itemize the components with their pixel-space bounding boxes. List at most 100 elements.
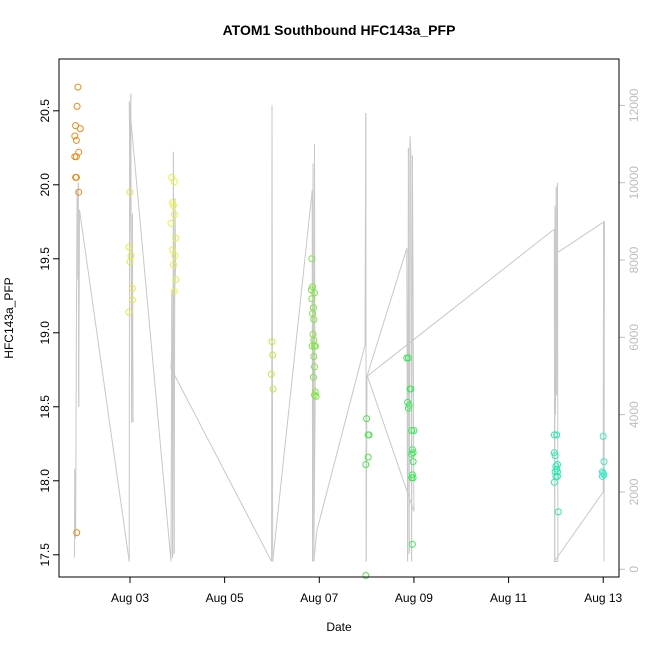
y2-tick-label: 2000: [627, 478, 641, 505]
data-point: [598, 472, 606, 480]
data-point: [311, 289, 318, 297]
data-point: [408, 450, 416, 458]
y2-tick-label: 6000: [627, 324, 641, 351]
data-point: [172, 234, 180, 242]
data-point: [169, 261, 177, 269]
data-point: [365, 431, 373, 439]
data-point: [308, 255, 316, 263]
y-tick-label: 20.0: [38, 173, 52, 197]
data-point: [404, 354, 412, 362]
line-segment: [411, 155, 414, 299]
x-tick-label: Aug 11: [490, 591, 527, 605]
plot-frame: [58, 58, 620, 578]
data-point: [311, 363, 318, 371]
data-point: [71, 132, 79, 140]
data-point: [169, 246, 177, 254]
data-point: [362, 572, 370, 579]
line-segment: [366, 375, 415, 512]
data-point: [72, 153, 80, 161]
line-segment: [75, 329, 77, 539]
data-point: [310, 353, 318, 360]
y2-tick-label: 0: [627, 566, 641, 573]
y-tick-label: 17.5: [38, 543, 52, 567]
x-tick-label: Aug 13: [584, 591, 622, 605]
data-point: [600, 471, 608, 479]
line-segment: [272, 190, 313, 562]
line-segment: [366, 248, 408, 377]
data-point: [167, 219, 175, 227]
data-point: [311, 388, 319, 396]
data-point: [550, 431, 558, 439]
y-tick-label: 18.0: [38, 469, 52, 493]
line-segment: [313, 530, 318, 562]
x-tick-label: Aug 05: [206, 591, 244, 605]
line-series-layer: [73, 93, 605, 562]
data-point: [169, 202, 177, 209]
data-point: [311, 342, 319, 350]
y-tick-label: 19.5: [38, 247, 52, 271]
line-segment: [367, 228, 555, 377]
x-tick-label: Aug 09: [395, 591, 433, 605]
data-point: [267, 370, 275, 378]
line-segment: [78, 209, 80, 407]
x-tick-label: Aug 03: [111, 591, 149, 605]
y2-tick-label: 12000: [627, 88, 641, 122]
data-point: [75, 188, 83, 196]
chart-title: ATOM1 Southbound HFC143a_PFP: [223, 22, 456, 38]
data-point: [554, 461, 561, 468]
y-axis-label: HFC143a_PFP: [2, 277, 16, 358]
data-point: [408, 427, 416, 434]
data-point: [309, 373, 317, 381]
data-point: [551, 452, 559, 460]
data-point: [170, 210, 178, 218]
data-point: [269, 351, 277, 359]
data-point: [409, 474, 417, 482]
data-point: [599, 432, 607, 440]
data-point: [553, 431, 561, 439]
data-point: [126, 258, 134, 266]
data-point: [308, 295, 316, 303]
data-point: [126, 188, 134, 196]
line-segment: [271, 105, 274, 562]
y-tick-label: 19.0: [38, 321, 52, 345]
data-point: [600, 458, 608, 466]
data-point: [172, 276, 180, 283]
line-segment: [174, 198, 177, 268]
data-point: [363, 415, 371, 423]
data-point: [310, 316, 318, 323]
data-point: [74, 83, 82, 91]
data-point: [128, 296, 136, 304]
data-point: [408, 446, 416, 454]
y2-tick-label: 4000: [627, 401, 641, 428]
data-point: [404, 404, 412, 412]
line-segment: [557, 220, 605, 253]
data-point: [311, 391, 318, 399]
data-point: [554, 472, 561, 480]
data-point: [364, 453, 372, 461]
line-segment: [408, 136, 411, 554]
y2-tick-label: 8000: [627, 246, 641, 273]
data-point: [550, 449, 558, 457]
data-point: [405, 401, 413, 409]
axes-layer: 17.5 18.0 18.5 19.0 19.5 20.0 20.5 Aug 03 Aug 05…: [38, 88, 641, 605]
data-point: [170, 178, 178, 186]
data-point: [125, 308, 133, 316]
data-point: [125, 243, 133, 251]
data-point: [312, 392, 320, 400]
data-point: [169, 199, 177, 207]
line-segment: [409, 136, 412, 152]
line-segment: [128, 101, 172, 562]
line-segment: [313, 383, 316, 562]
data-point: [170, 287, 178, 295]
data-point: [73, 529, 81, 537]
data-point: [308, 342, 316, 350]
data-point: [554, 468, 561, 476]
y-tick-label: 18.5: [38, 395, 52, 419]
line-segment: [170, 267, 177, 369]
data-point: [269, 385, 277, 393]
data-point: [128, 284, 136, 292]
data-point: [410, 427, 418, 434]
data-point: [76, 125, 84, 133]
data-point: [73, 102, 81, 110]
